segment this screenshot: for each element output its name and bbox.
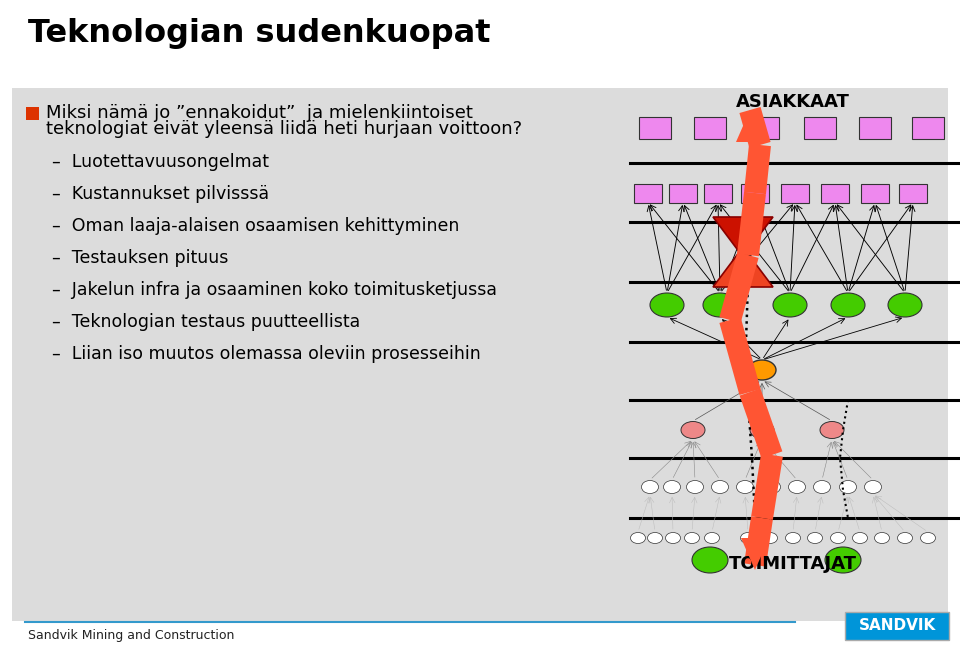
FancyBboxPatch shape (12, 88, 948, 621)
Polygon shape (736, 110, 764, 142)
Ellipse shape (921, 532, 935, 543)
Ellipse shape (692, 547, 728, 573)
Ellipse shape (650, 293, 684, 317)
Text: –  Teknologian testaus puutteellista: – Teknologian testaus puutteellista (52, 313, 360, 331)
FancyBboxPatch shape (639, 117, 671, 139)
Ellipse shape (686, 480, 704, 493)
FancyBboxPatch shape (634, 184, 662, 202)
Text: TOIMITTAJAT: TOIMITTAJAT (729, 555, 857, 573)
Ellipse shape (875, 532, 890, 543)
FancyBboxPatch shape (859, 117, 891, 139)
Polygon shape (751, 453, 782, 520)
FancyBboxPatch shape (845, 612, 949, 640)
FancyBboxPatch shape (669, 184, 697, 202)
Ellipse shape (703, 293, 737, 317)
Ellipse shape (736, 480, 754, 493)
Ellipse shape (665, 532, 681, 543)
Text: Sandvik Mining and Construction: Sandvik Mining and Construction (28, 629, 234, 642)
Polygon shape (739, 107, 771, 148)
Ellipse shape (820, 421, 844, 439)
FancyBboxPatch shape (804, 117, 836, 139)
FancyBboxPatch shape (704, 184, 732, 202)
Polygon shape (737, 191, 766, 256)
FancyBboxPatch shape (741, 184, 769, 202)
Ellipse shape (762, 532, 778, 543)
Ellipse shape (888, 293, 922, 317)
Ellipse shape (773, 293, 807, 317)
Text: Teknologian sudenkuopat: Teknologian sudenkuopat (28, 18, 491, 49)
Text: teknologiat eivät yleensä liidä heti hurjaan voittoon?: teknologiat eivät yleensä liidä heti hur… (46, 120, 522, 138)
Ellipse shape (631, 532, 645, 543)
Polygon shape (719, 252, 758, 323)
FancyBboxPatch shape (747, 117, 779, 139)
FancyBboxPatch shape (694, 117, 726, 139)
Ellipse shape (831, 293, 865, 317)
Polygon shape (741, 538, 769, 570)
Ellipse shape (684, 532, 700, 543)
Ellipse shape (750, 421, 774, 439)
Polygon shape (744, 517, 773, 567)
Ellipse shape (839, 480, 856, 493)
Text: –  Kustannukset pilvisssä: – Kustannukset pilvisssä (52, 185, 269, 203)
Ellipse shape (807, 532, 823, 543)
Ellipse shape (705, 532, 719, 543)
Ellipse shape (788, 480, 805, 493)
Ellipse shape (740, 532, 756, 543)
Ellipse shape (813, 480, 830, 493)
Ellipse shape (865, 480, 881, 493)
Ellipse shape (647, 532, 662, 543)
Ellipse shape (748, 360, 776, 380)
Polygon shape (744, 144, 771, 194)
Text: –  Liian iso muutos olemassa oleviin prosesseihin: – Liian iso muutos olemassa oleviin pros… (52, 345, 481, 363)
FancyBboxPatch shape (912, 117, 944, 139)
Polygon shape (713, 217, 773, 257)
Polygon shape (713, 247, 773, 287)
Ellipse shape (830, 532, 846, 543)
Text: –  Oman laaja-alaisen osaamisen kehittyminen: – Oman laaja-alaisen osaamisen kehittymi… (52, 217, 460, 235)
Ellipse shape (681, 421, 705, 439)
Text: SANDVIK: SANDVIK (858, 618, 936, 633)
FancyBboxPatch shape (899, 184, 927, 202)
Text: –  Testauksen pituus: – Testauksen pituus (52, 249, 228, 267)
Ellipse shape (825, 547, 861, 573)
Ellipse shape (763, 480, 780, 493)
FancyBboxPatch shape (781, 184, 809, 202)
Ellipse shape (711, 480, 729, 493)
Polygon shape (739, 388, 782, 459)
Text: Miksi nämä jo ”ennakoidut”  ja mielenkiintoiset: Miksi nämä jo ”ennakoidut” ja mielenkiin… (46, 104, 473, 122)
Text: –  Jakelun infra ja osaaminen koko toimitusketjussa: – Jakelun infra ja osaaminen koko toimit… (52, 281, 497, 299)
Ellipse shape (852, 532, 868, 543)
Text: –  Luotettavuusongelmat: – Luotettavuusongelmat (52, 153, 269, 171)
FancyBboxPatch shape (26, 107, 39, 120)
Polygon shape (719, 317, 760, 395)
Ellipse shape (785, 532, 801, 543)
Ellipse shape (898, 532, 913, 543)
FancyBboxPatch shape (861, 184, 889, 202)
Ellipse shape (663, 480, 681, 493)
Ellipse shape (641, 480, 659, 493)
Text: ASIAKKAAT: ASIAKKAAT (736, 93, 850, 111)
FancyBboxPatch shape (821, 184, 849, 202)
